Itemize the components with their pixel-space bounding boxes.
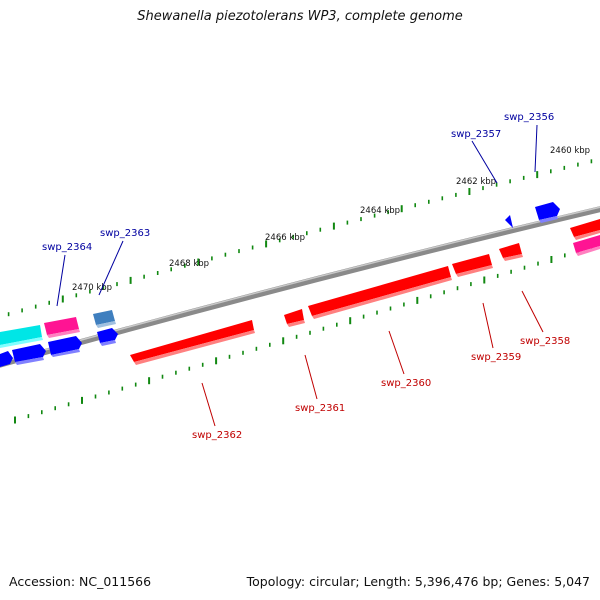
gene-label-swp_2357: swp_2357 [451, 129, 501, 140]
map-title: Shewanella piezotolerans WP3, complete g… [137, 9, 463, 24]
ruler-label-2460: 2460 kbp [550, 146, 590, 156]
leader-swp_2362 [201, 382, 216, 427]
leader-swp_2364 [56, 254, 66, 307]
ruler-label-2462: 2462 kbp [456, 177, 496, 187]
gene-blue-left-1[interactable] [0, 351, 13, 367]
gene-label-swp_2358: swp_2358 [520, 336, 570, 347]
gene-swp_2356[interactable] [535, 202, 560, 223]
leader-swp_2358 [521, 290, 544, 333]
leader-swp_2360 [388, 330, 405, 375]
ruler-track-outer [7, 159, 593, 317]
gene-label-swp_2361: swp_2361 [295, 403, 345, 414]
leader-swp_2361 [304, 354, 318, 400]
gene-label-swp_2359: swp_2359 [471, 352, 521, 363]
leader-swp_2356 [534, 124, 538, 173]
gene-label-swp_2364: swp_2364 [42, 242, 92, 253]
gene-swp_2364[interactable] [44, 317, 80, 338]
ruler-label-2466: 2466 kbp [265, 233, 305, 243]
gene-swp_2359[interactable] [452, 254, 493, 277]
ruler-track-inner [14, 245, 593, 424]
genome-backbone-highlight [0, 206, 600, 364]
leader-swp_2357 [471, 140, 498, 184]
accession-text: Accession: NC_011566 [9, 574, 152, 589]
gene-swp_2357[interactable] [505, 215, 513, 228]
gene-label-swp_2360: swp_2360 [381, 378, 431, 389]
gene-label-swp_2362: swp_2362 [192, 430, 242, 441]
leader-swp_2359 [482, 302, 494, 349]
gene-blue-left-3[interactable] [48, 336, 82, 357]
gene-swp_2360[interactable] [308, 266, 452, 319]
gene-edge-red-right[interactable] [570, 219, 600, 240]
gene-swp_2358[interactable] [499, 243, 523, 261]
genome-summary-text: Topology: circular; Length: 5,396,476 bp… [246, 574, 590, 589]
gene-label-swp_2356: swp_2356 [504, 112, 554, 123]
gene-swp_2361[interactable] [284, 309, 305, 327]
leader-swp_2363 [98, 240, 124, 296]
ruler-label-2470: 2470 kbp [72, 283, 112, 293]
gene-swp_2363[interactable] [93, 310, 116, 328]
ruler-label-2468: 2468 kbp [169, 259, 209, 269]
gene-blue-left-4[interactable] [97, 328, 118, 346]
ruler-label-2464: 2464 kbp [360, 206, 400, 216]
gene-swp_2362[interactable] [130, 320, 255, 365]
gene-label-swp_2363: swp_2363 [100, 228, 150, 239]
gene-edge-magenta-right[interactable] [573, 235, 600, 256]
gene-blue-left-2[interactable] [12, 344, 46, 365]
gene-cyan-left[interactable] [0, 325, 43, 348]
